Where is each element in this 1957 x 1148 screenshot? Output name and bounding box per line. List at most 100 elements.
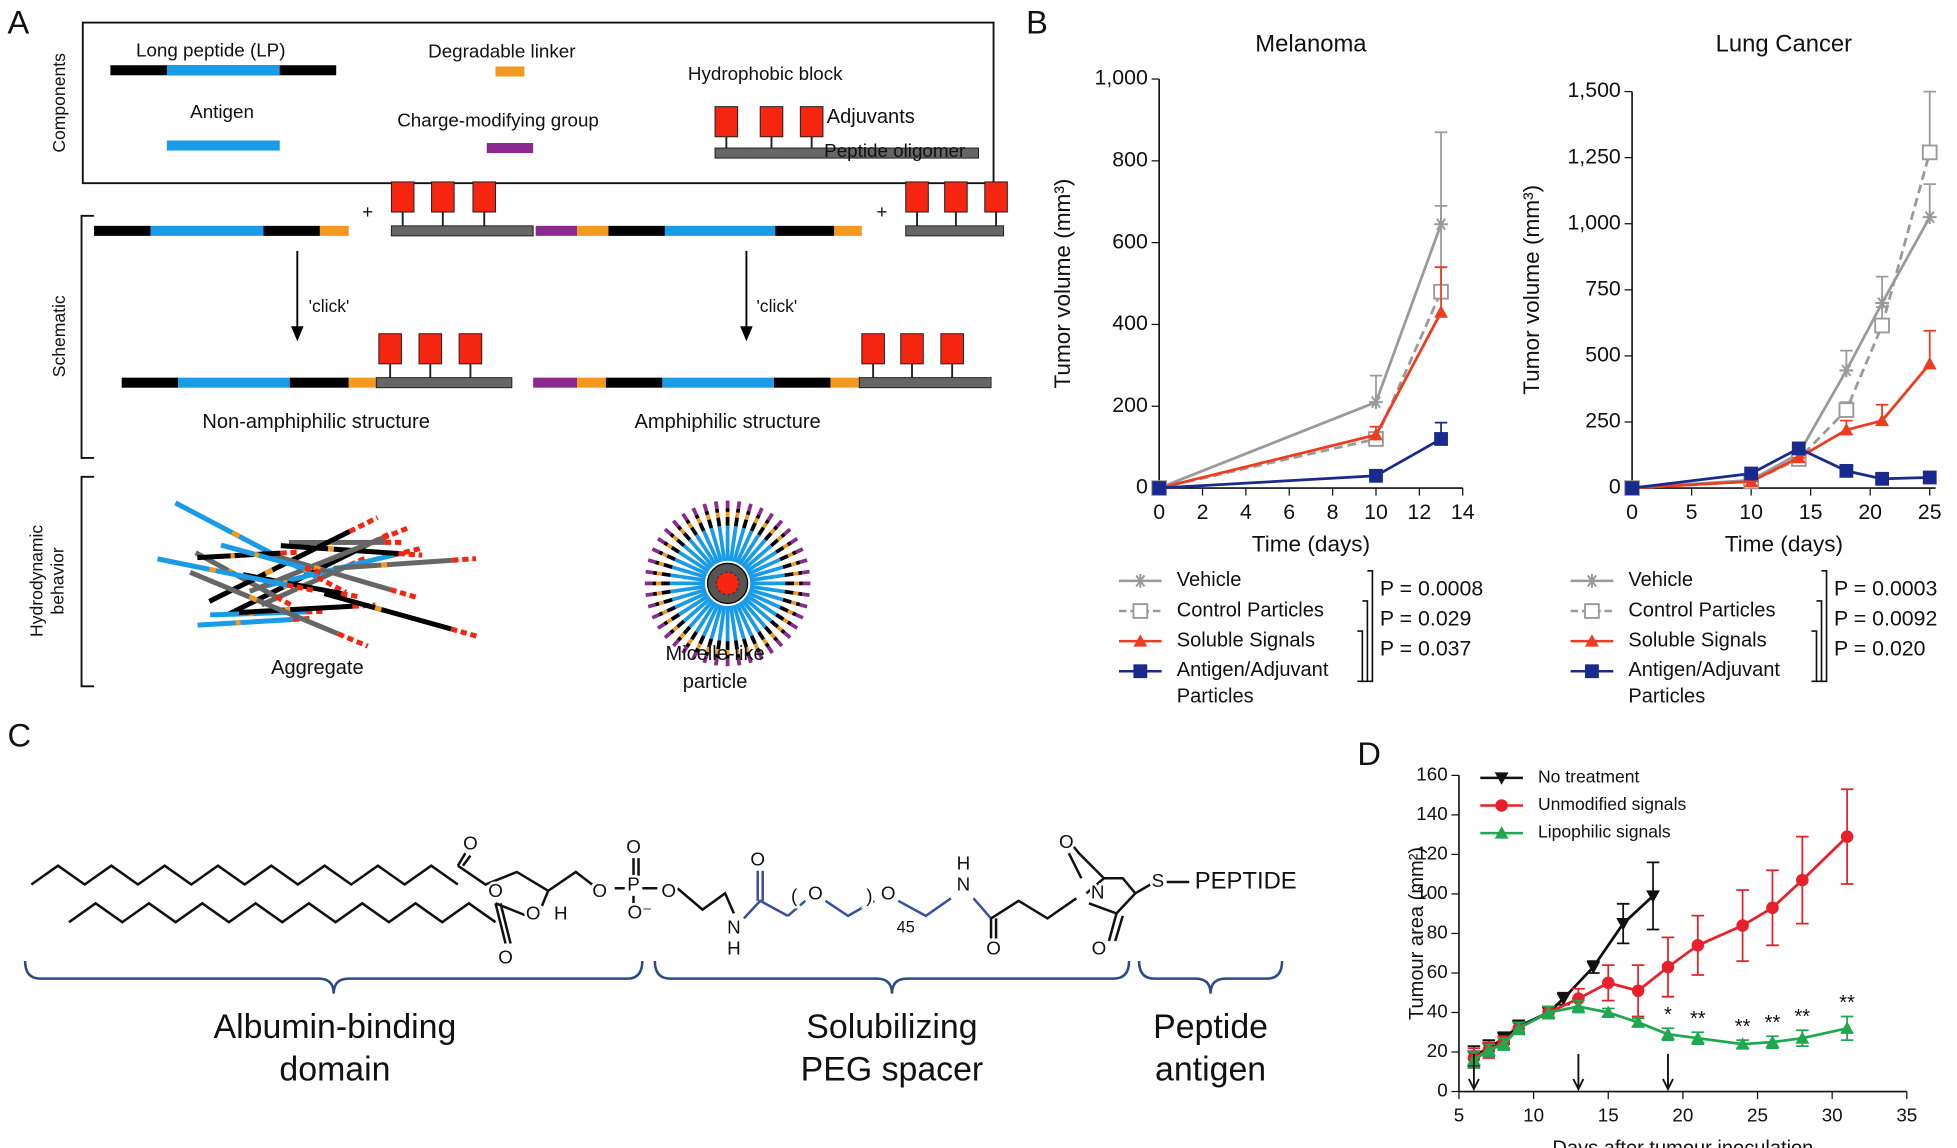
- peptide-segment: [662, 377, 775, 388]
- micelle-spoke: [775, 519, 784, 528]
- bond: [68, 901, 497, 924]
- peptide-segment: [858, 377, 992, 389]
- micelle-spoke: [779, 605, 789, 613]
- peptide-segment: [390, 225, 534, 237]
- label: Solubilizing: [806, 1008, 977, 1046]
- label: Antigen: [190, 101, 254, 122]
- micelle-spoke: [782, 617, 789, 624]
- legend-label: Control Particles: [1177, 599, 1324, 621]
- micelle-spoke: [671, 587, 707, 602]
- aggregate-strand: [262, 549, 392, 593]
- adjuvant: [944, 181, 968, 213]
- aggregate-strand: [238, 603, 353, 615]
- atom-label: O: [661, 880, 676, 901]
- y-tick-label: 160: [1416, 763, 1447, 784]
- marker: [1922, 210, 1937, 225]
- aggregate-adjuvant: [292, 615, 313, 622]
- micelle-spoke: [749, 573, 785, 583]
- micelle-spoke: [685, 519, 691, 525]
- micelle-spoke: [652, 591, 658, 596]
- panel-letter: A: [8, 4, 30, 41]
- x-tick-label: 4: [1240, 500, 1252, 524]
- micelle-spoke: [757, 651, 764, 660]
- micelle-spoke: [671, 565, 707, 579]
- y-axis-label: Tumor volume (mm³): [1050, 179, 1075, 389]
- micelle-spoke: [766, 645, 774, 655]
- micelle-spoke: [780, 532, 786, 538]
- micelle-spoke: [652, 570, 658, 576]
- marker: [1601, 976, 1615, 990]
- micelle-spoke: [676, 636, 683, 642]
- p-bracket: [1816, 600, 1823, 683]
- marker: [1735, 1037, 1750, 1050]
- y-tick-label: 0: [1609, 475, 1621, 499]
- micelle-spoke: [728, 526, 738, 562]
- marker: [1839, 363, 1854, 378]
- micelle-spoke: [798, 570, 803, 576]
- micelle-spoke: [789, 622, 799, 630]
- atom-label: O⁻: [628, 901, 653, 922]
- peptide-segment: [608, 225, 665, 236]
- atom-label: O: [1059, 831, 1074, 852]
- micelle-spoke: [704, 510, 710, 516]
- micelle-spoke: [793, 591, 799, 596]
- micelle-spoke: [715, 653, 720, 659]
- x-tick-label: 10: [1364, 500, 1388, 524]
- micelle-spoke: [738, 533, 761, 566]
- micelle-spoke: [749, 635, 757, 645]
- micelle-spoke: [645, 592, 654, 598]
- micelle-spoke: [676, 538, 686, 548]
- micelle-spoke: [755, 514, 761, 520]
- micelle-spoke: [663, 620, 669, 626]
- peptide-segment: [714, 147, 980, 159]
- micelle-spoke: [696, 643, 702, 650]
- aggregate-adjuvant: [275, 594, 294, 608]
- micelle-spoke: [735, 530, 754, 564]
- micelle-spoke: [743, 544, 773, 571]
- p-bracket: [1357, 630, 1364, 683]
- micelle-spoke: [790, 561, 797, 567]
- aggregate-linker: [253, 551, 260, 558]
- aggregate-adjuvant: [381, 525, 411, 541]
- atom-label: P: [627, 874, 640, 895]
- micelle-spoke: [717, 605, 727, 641]
- series-line: [1158, 223, 1443, 490]
- micelle-spoke: [691, 651, 699, 660]
- bond: [30, 864, 459, 887]
- arrow-head: [291, 326, 304, 342]
- aggregate-adjuvant: [389, 587, 417, 600]
- micelle-spoke: [656, 591, 663, 596]
- aggregate-strand: [220, 542, 306, 571]
- label: Schematic: [49, 295, 69, 377]
- p-bracket: [1367, 570, 1374, 683]
- micelle-spoke: [745, 594, 778, 617]
- micelle-spoke: [736, 657, 742, 666]
- micelle-spoke: [775, 545, 785, 554]
- atom-label: O: [498, 947, 513, 968]
- marker: [1616, 918, 1631, 931]
- micelle-spoke: [674, 591, 708, 610]
- marker: [1511, 1021, 1526, 1034]
- micelle-spoke: [801, 569, 810, 575]
- micelle-spoke: [791, 550, 797, 556]
- legend-label: Soluble Signals: [1177, 629, 1315, 651]
- p-value: P = 0.029: [1380, 606, 1471, 630]
- micelle-spoke: [763, 625, 773, 635]
- label: antigen: [1155, 1050, 1266, 1088]
- marker: [1765, 1035, 1780, 1048]
- p-bracket: [1821, 570, 1828, 683]
- label: 'click': [309, 296, 350, 316]
- micelle-spoke: [654, 601, 660, 607]
- label: particle: [683, 671, 748, 693]
- micelle-spoke: [670, 573, 706, 583]
- x-tick-label: 25: [1918, 500, 1942, 524]
- atom-label: O: [986, 938, 1001, 959]
- p-value: P = 0.0092: [1834, 606, 1937, 630]
- peptide-segment: [535, 225, 578, 236]
- micelle-spoke: [715, 648, 721, 655]
- peptide-segment: [533, 377, 578, 388]
- peptide-segment: [166, 65, 280, 76]
- atom-label: O: [881, 883, 896, 904]
- peptide-segment: [834, 225, 862, 236]
- legend-label: Antigen/Adjuvant Particles: [1628, 660, 1780, 708]
